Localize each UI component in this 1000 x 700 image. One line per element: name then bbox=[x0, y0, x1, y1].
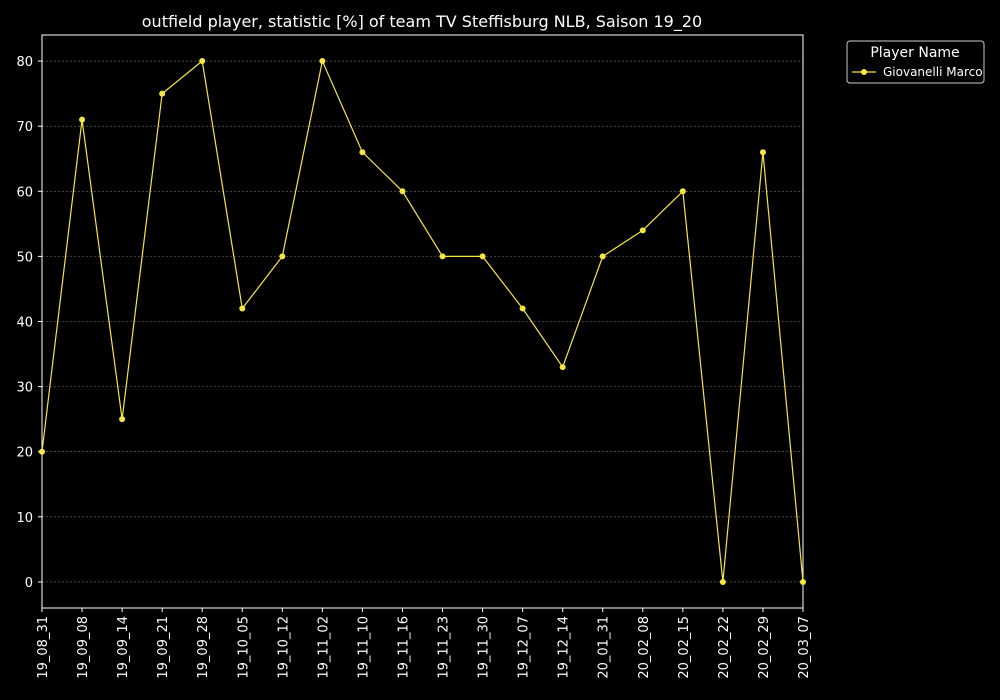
x-tick-label: 20_03_07 bbox=[797, 616, 812, 679]
data-point bbox=[559, 364, 566, 371]
data-point bbox=[319, 58, 326, 65]
axes: 0 10 20 30 40 50 60 70 80 19_08_31 19_09_08 19_09_1… bbox=[16, 55, 812, 679]
data-point bbox=[239, 305, 246, 312]
y-tick-label: 50 bbox=[16, 250, 33, 265]
series-layer bbox=[39, 58, 806, 585]
data-point bbox=[479, 253, 486, 260]
x-tick-label: 19_09_21 bbox=[156, 616, 171, 679]
x-tick-label: 19_11_02 bbox=[316, 616, 331, 679]
x-tick-label: 19_12_14 bbox=[557, 616, 572, 679]
legend-frame bbox=[846, 40, 985, 84]
legend: Player Name Giovanelli Marco bbox=[846, 40, 985, 84]
x-tick-label: 20_02_29 bbox=[757, 616, 772, 679]
y-tick-label: 40 bbox=[16, 316, 33, 331]
legend-series-marker bbox=[861, 69, 867, 75]
x-tick-label: 19_09_28 bbox=[196, 616, 211, 679]
x-tick-label: 19_11_30 bbox=[477, 616, 492, 679]
x-tick-label: 19_10_12 bbox=[276, 616, 291, 679]
data-point bbox=[39, 448, 45, 455]
x-tick-label: 19_08_31 bbox=[36, 616, 51, 679]
x-tick-label: 20_02_15 bbox=[677, 616, 692, 679]
x-tick-label: 19_11_16 bbox=[396, 616, 411, 679]
data-point bbox=[599, 253, 606, 260]
x-tick-label: 20_02_22 bbox=[717, 616, 732, 679]
data-point bbox=[119, 416, 126, 423]
legend-title: Player Name bbox=[870, 45, 959, 61]
y-tick-label: 0 bbox=[25, 576, 33, 591]
grid bbox=[42, 60, 803, 583]
data-point bbox=[279, 253, 286, 260]
data-point bbox=[199, 58, 206, 65]
x-tick-label: 19_09_08 bbox=[76, 616, 91, 679]
data-point bbox=[359, 149, 366, 156]
x-tick-label: 19_11_10 bbox=[356, 616, 371, 679]
data-point bbox=[800, 578, 806, 585]
data-point bbox=[639, 227, 646, 234]
y-tick-label: 70 bbox=[16, 120, 33, 135]
y-tick-label: 80 bbox=[16, 55, 33, 70]
chart-title: outfield player, statistic [%] of team T… bbox=[142, 12, 702, 32]
legend-series-label: Giovanelli Marco bbox=[883, 65, 983, 79]
x-tick-label: 19_09_14 bbox=[116, 616, 131, 679]
data-point bbox=[399, 188, 406, 195]
x-tick-label: 20_02_08 bbox=[637, 616, 652, 679]
data-point bbox=[519, 305, 526, 312]
y-tick-label: 30 bbox=[16, 381, 33, 396]
x-tick-label: 20_01_31 bbox=[597, 616, 612, 679]
data-point bbox=[439, 253, 446, 260]
data-point bbox=[759, 149, 766, 156]
series-line bbox=[41, 59, 804, 583]
y-tick-label: 60 bbox=[16, 185, 33, 200]
y-tick-label: 10 bbox=[16, 511, 33, 526]
y-tick-label: 20 bbox=[16, 446, 33, 461]
data-point bbox=[719, 578, 726, 585]
data-point bbox=[79, 116, 86, 123]
x-tick-label: 19_11_23 bbox=[437, 616, 452, 679]
x-tick-label: 19_10_05 bbox=[236, 616, 251, 679]
data-point bbox=[159, 90, 166, 97]
x-tick-label: 19_12_07 bbox=[517, 616, 532, 679]
data-point bbox=[679, 188, 686, 195]
